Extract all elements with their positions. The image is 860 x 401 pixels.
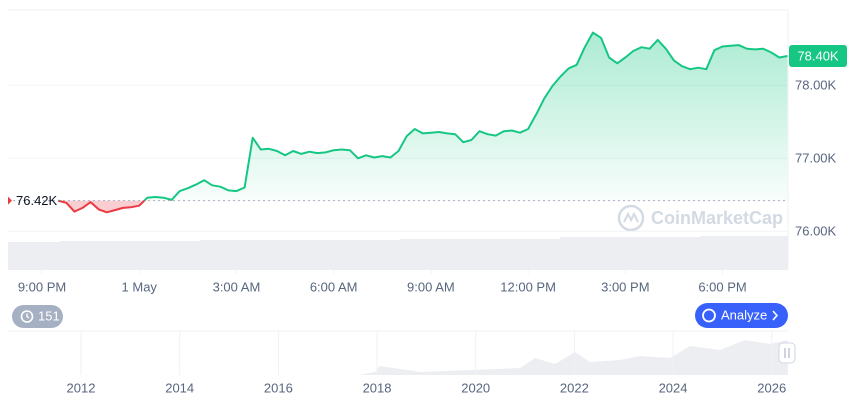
y-tick-label: 76.00K [795,224,837,239]
x-tick-label: 3:00 PM [601,279,649,294]
watermark-logo-mark [623,211,639,223]
pill-icon [20,310,34,323]
area-fill [58,32,788,213]
overview-tick-label: 2020 [461,380,490,395]
overview-tick-label: 2024 [659,380,688,395]
analyze-chevron [772,310,779,321]
overview-tick-label: 2012 [67,380,96,395]
analyze-label: Analyze [721,307,767,322]
analyze-icon [702,308,716,323]
overview-tick-label: 2014 [165,380,194,395]
volume-area [8,236,788,270]
y-tick-label: 77.00K [795,151,837,166]
history-count: 151 [38,308,60,323]
y-tick-label: 78.00K [795,78,837,93]
x-tick-label: 12:00 PM [500,279,556,294]
overview-handle[interactable] [778,342,796,364]
analyze-button[interactable]: Analyze [695,303,788,328]
x-tick-label: 6:00 AM [310,279,358,294]
watermark-text: CoinMarketCap [651,208,783,228]
x-tick-label: 9:00 PM [18,279,66,294]
baseline-label: 76.42K [16,193,58,208]
watermark: CoinMarketCap [617,204,783,232]
x-tick-label: 6:00 PM [698,279,746,294]
price-line [57,31,788,214]
overview-tick-label: 2016 [264,380,293,395]
x-tick-label: 9:00 AM [407,279,455,294]
overview-tick-label: 2026 [757,380,786,395]
last-price-label: 78.40K [797,48,839,63]
x-tick-label: 1 May [122,279,158,294]
baseline-marker [8,196,12,205]
overview-tick-label: 2022 [560,380,589,395]
overview-tick-label: 2018 [363,380,392,395]
pill-icon-hand [26,313,30,319]
watermark-logo [617,204,645,232]
x-tick-label: 3:00 AM [213,279,261,294]
last-price-badge [789,45,847,68]
history-pill[interactable]: 151 [12,305,63,328]
overview-area [8,340,788,375]
analyze-bg [695,303,788,328]
